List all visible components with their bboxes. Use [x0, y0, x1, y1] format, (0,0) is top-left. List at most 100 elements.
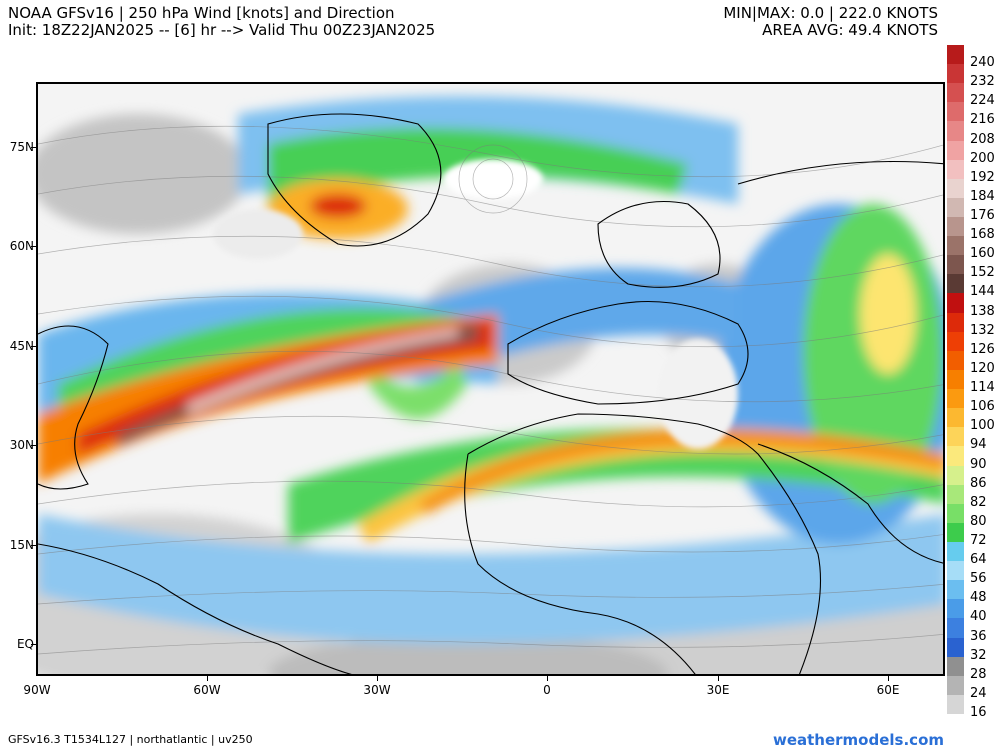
colorbar-level-label: 94 [970, 437, 987, 453]
lon-label-0: 0 [543, 683, 551, 697]
colorbar-swatch [947, 140, 964, 161]
colorbar-swatch [947, 675, 964, 696]
lat-tick [31, 445, 36, 446]
site-link[interactable]: weathermodels.com [772, 731, 944, 749]
lon-tick [718, 676, 719, 681]
colorbar-swatch [947, 197, 964, 218]
colorbar-level-label: 90 [970, 456, 987, 472]
colorbar-swatch [947, 274, 964, 294]
colorbar-swatch [947, 503, 964, 524]
lat-label-15n: 15N [9, 538, 34, 552]
colorbar-level-label: 36 [970, 628, 987, 644]
lon-tick [888, 676, 889, 681]
lat-label-eq: EQ [16, 637, 34, 651]
colorbar-swatch [947, 312, 964, 333]
colorbar-swatch [947, 522, 964, 543]
colorbar-level-label: 138 [970, 303, 995, 319]
lon-label-60e: 60E [876, 683, 900, 697]
colorbar-swatch [947, 178, 964, 199]
colorbar-swatch [947, 389, 964, 409]
colorbar-level-label: 200 [970, 150, 995, 166]
colorbar-level-label: 216 [970, 112, 995, 128]
lat-label-75n: 75N [9, 140, 34, 154]
colorbar-swatch [947, 217, 964, 237]
colorbar-level-label: 168 [970, 227, 995, 243]
lat-label-60n: 60N [9, 239, 34, 253]
colorbar-level-label: 56 [970, 571, 987, 587]
colorbar-swatch [947, 580, 964, 600]
colorbar-level-label: 100 [970, 418, 995, 434]
lat-tick [31, 644, 36, 645]
colorbar-level-label: 82 [970, 494, 987, 510]
colorbar-swatch [947, 637, 964, 658]
lon-label-30e: 30E [706, 683, 730, 697]
colorbar-level-label: 24 [970, 685, 987, 701]
colorbar-level-label: 240 [970, 55, 995, 71]
lon-label-90w: 90W [23, 683, 51, 697]
colorbar-level-label: 184 [970, 188, 995, 204]
chart-subtitle: Init: 18Z22JAN2025 -- [6] hr --> Valid T… [8, 21, 436, 39]
colorbar-swatch [947, 350, 964, 371]
colorbar-swatch [947, 255, 964, 275]
lon-label-60w: 60W [193, 683, 221, 697]
lat-tick [31, 545, 36, 546]
colorbar-swatch [947, 159, 964, 180]
colorbar-level-label: 232 [970, 74, 995, 90]
wind-speed-shading [38, 96, 943, 674]
colorbar-level-label: 80 [970, 513, 987, 529]
calm-zones [213, 159, 738, 449]
colorbar-level-label: 126 [970, 341, 995, 357]
colorbar-swatch [947, 599, 964, 619]
wind-map[interactable] [36, 82, 945, 676]
colorbar-swatch [947, 369, 964, 390]
colorbar-legend [947, 45, 964, 715]
lat-tick [31, 147, 36, 148]
colorbar-swatch [947, 121, 964, 142]
lat-label-30n: 30N [9, 438, 34, 452]
colorbar-level-label: 106 [970, 399, 995, 415]
colorbar-level-label: 132 [970, 322, 995, 338]
colorbar-level-label: 224 [970, 93, 995, 109]
wind-direction-streamlines [38, 125, 943, 655]
colorbar-swatch [947, 102, 964, 122]
lon-tick [377, 676, 378, 681]
colorbar-level-label: 208 [970, 131, 995, 147]
colorbar-swatch [947, 484, 964, 505]
colorbar-swatch [947, 561, 964, 581]
area-average-readout: AREA AVG: 49.4 KNOTS [762, 21, 938, 39]
lon-label-30w: 30W [363, 683, 391, 697]
lat-tick [31, 246, 36, 247]
colorbar-swatch [947, 427, 964, 447]
colorbar-level-label: 144 [970, 284, 995, 300]
colorbar-level-label: 160 [970, 246, 995, 262]
colorbar-level-label: 176 [970, 208, 995, 224]
colorbar-swatch [947, 446, 964, 466]
colorbar-swatch [947, 293, 964, 314]
coastlines [38, 113, 943, 674]
wind-map-canvas [38, 84, 943, 674]
colorbar-swatch [947, 618, 964, 639]
colorbar-swatch [947, 45, 964, 65]
lat-tick [31, 346, 36, 347]
colorbar-swatch [947, 83, 964, 103]
chart-title: NOAA GFSv16 | 250 hPa Wind [knots] and D… [8, 4, 395, 22]
colorbar-level-label: 192 [970, 169, 995, 185]
colorbar-level-label: 40 [970, 609, 987, 625]
colorbar-swatch [947, 64, 964, 84]
colorbar-level-label: 28 [970, 666, 987, 682]
colorbar-swatch [947, 656, 964, 677]
colorbar-level-label: 48 [970, 590, 987, 606]
colorbar-level-label: 120 [970, 360, 995, 376]
colorbar-swatch [947, 465, 964, 486]
colorbar-level-label: 64 [970, 552, 987, 568]
lon-tick [547, 676, 548, 681]
colorbar-level-label: 152 [970, 265, 995, 281]
colorbar-swatch [947, 331, 964, 352]
colorbar-level-label: 114 [970, 380, 995, 396]
model-info: GFSv16.3 T1534L127 | northatlantic | uv2… [8, 733, 253, 746]
colorbar-level-label: 86 [970, 475, 987, 491]
colorbar-level-label: 32 [970, 647, 987, 663]
colorbar-swatch [947, 236, 964, 256]
colorbar-level-label: 72 [970, 532, 987, 548]
lat-label-45n: 45N [9, 339, 34, 353]
